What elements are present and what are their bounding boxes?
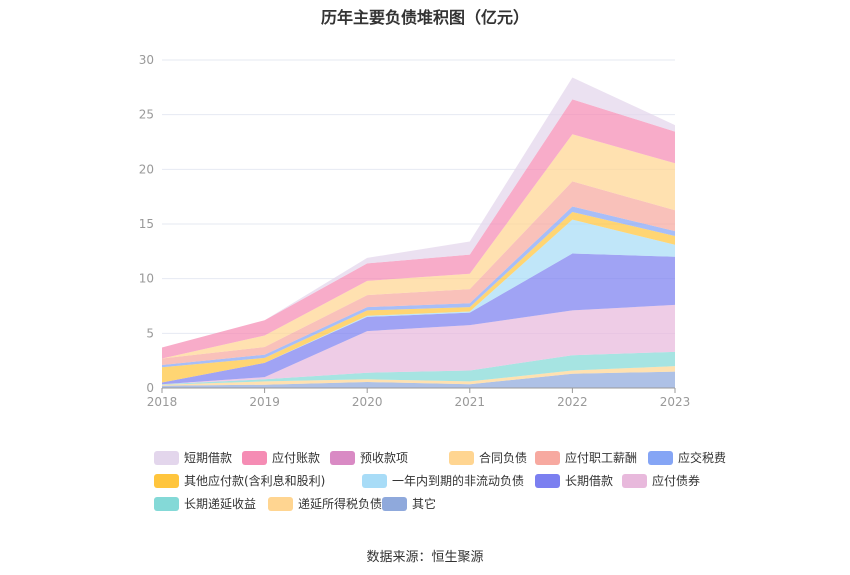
legend-swatch (449, 450, 474, 465)
legend-swatch (330, 450, 355, 465)
x-tick-label: 2021 (455, 395, 486, 409)
legend-item[interactable]: 长期递延收益 (154, 495, 256, 512)
legend-label: 长期借款 (565, 474, 614, 488)
area-应付债券 (162, 304, 675, 385)
y-tick-label: 20 (139, 162, 154, 176)
data-source: 数据来源：恒生聚源 (366, 550, 484, 565)
legend-item[interactable]: 合同负债 (449, 449, 527, 466)
area-长期借款 (162, 253, 675, 385)
legend-swatch (648, 450, 673, 465)
area-短期借款 (162, 77, 675, 348)
legend-label: 递延所得税负债 (298, 497, 383, 511)
legend-swatch (382, 496, 407, 511)
y-tick-label: 0 (146, 381, 154, 395)
y-tick-label: 15 (139, 217, 154, 231)
legend-label: 应付债券 (652, 474, 701, 488)
area-其它 (162, 371, 675, 388)
x-tick-label: 2019 (249, 395, 280, 409)
x-tick-label: 2023 (660, 395, 691, 409)
legend-swatch (242, 450, 267, 465)
legend-label: 应付账款 (272, 451, 321, 465)
legend-item[interactable]: 一年内到期的非流动负债 (362, 472, 524, 489)
axes: 0 5 10 15 20 25 30 2018 2019 2020 2021 2022 2023 (139, 53, 691, 409)
legend-swatch (535, 450, 560, 465)
legend-item[interactable]: 其它 (382, 495, 436, 512)
legend-swatch (535, 473, 560, 488)
area-series (162, 77, 675, 388)
legend-swatch (268, 496, 293, 511)
area-应付账款 (162, 99, 675, 359)
x-tick-label: 2020 (352, 395, 383, 409)
legend-swatch (362, 473, 387, 488)
y-tick-label: 30 (139, 53, 154, 67)
y-tick-label: 5 (146, 326, 154, 340)
legend-item[interactable]: 应付债券 (622, 472, 700, 489)
y-tick-label: 10 (139, 272, 154, 286)
legend-label: 应付职工薪酬 (565, 451, 638, 465)
area-其他应付款(含利息和股利) (162, 212, 675, 383)
legend-label: 应交税费 (678, 451, 727, 465)
chart-title: 历年主要负债堆积图（亿元） (320, 8, 529, 27)
y-tick-label: 25 (139, 108, 154, 122)
legend-item[interactable]: 应付职工薪酬 (535, 449, 637, 466)
legend-label: 一年内到期的非流动负债 (392, 474, 525, 488)
legend-label: 其他应付款(含利息和股利) (184, 474, 326, 488)
area-应交税费 (162, 206, 675, 368)
legend-swatch (154, 496, 179, 511)
area-应付职工薪酬 (162, 181, 675, 365)
legend-label: 其它 (412, 497, 437, 511)
legend-item[interactable]: 递延所得税负债 (268, 495, 382, 512)
legend-item[interactable]: 应付账款 (242, 449, 320, 466)
x-tick-label: 2018 (147, 395, 178, 409)
x-tick-label: 2022 (557, 395, 588, 409)
legend-item[interactable]: 短期借款 (154, 449, 232, 466)
legend-label: 短期借款 (184, 451, 233, 465)
legend-label: 预收款项 (360, 451, 409, 465)
legend-item[interactable]: 其他应付款(含利息和股利) (154, 472, 325, 489)
legend-item[interactable]: 长期借款 (535, 472, 613, 489)
legend-swatch (154, 450, 179, 465)
legend-item[interactable]: 应交税费 (648, 449, 726, 466)
area-合同负债 (162, 134, 675, 359)
area-递延所得税负债 (162, 366, 675, 386)
legend-item[interactable]: 预收款项 (330, 449, 408, 466)
legend-swatch (622, 473, 647, 488)
area-一年内到期的非流动负债 (162, 219, 675, 383)
area-长期递延收益 (162, 351, 675, 385)
legend-label: 合同负债 (479, 451, 528, 465)
legend-label: 长期递延收益 (184, 497, 257, 511)
legend-swatch (154, 473, 179, 488)
